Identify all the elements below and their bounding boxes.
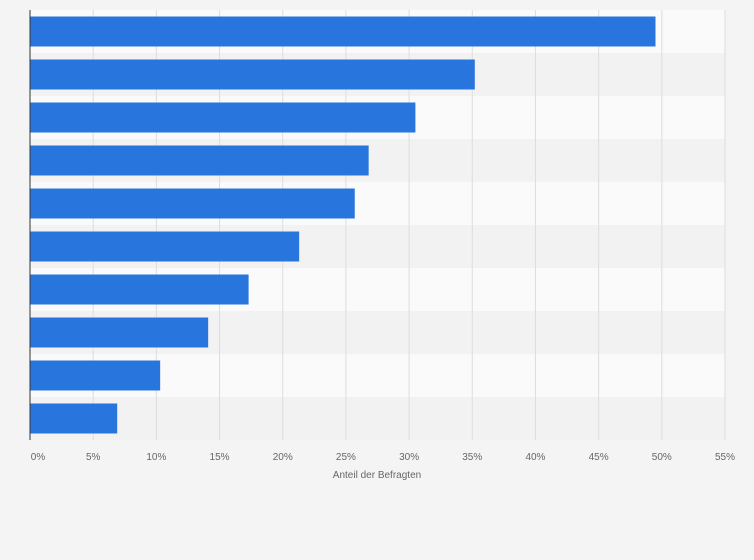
bar xyxy=(30,188,355,219)
bar xyxy=(30,102,416,133)
x-tick-label: 50% xyxy=(652,452,672,463)
bar xyxy=(30,360,161,391)
x-tick-label: 35% xyxy=(462,452,482,463)
x-tick-label: 25% xyxy=(336,452,356,463)
x-tick-label: 5% xyxy=(86,452,101,463)
x-tick-labels: 0% 5% 10% 15% 20% 25% 30% 35% 40% 45% 50% 55% xyxy=(31,452,735,463)
x-tick-label: 15% xyxy=(210,452,230,463)
bar xyxy=(30,16,656,47)
bar xyxy=(30,231,300,262)
x-tick-label: 20% xyxy=(273,452,293,463)
x-tick-label: 55% xyxy=(715,452,735,463)
x-tick-label: 30% xyxy=(399,452,419,463)
bar xyxy=(30,274,249,305)
bar xyxy=(30,403,118,434)
x-tick-label: 10% xyxy=(146,452,166,463)
x-tick-label: 45% xyxy=(589,452,609,463)
row-band xyxy=(30,397,725,440)
bars xyxy=(30,16,656,434)
bar xyxy=(30,317,209,348)
x-axis-title: Anteil der Befragten xyxy=(333,470,421,481)
bar xyxy=(30,59,475,90)
bar xyxy=(30,145,369,176)
x-tick-label: 0% xyxy=(31,452,46,463)
x-tick-label: 40% xyxy=(525,452,545,463)
